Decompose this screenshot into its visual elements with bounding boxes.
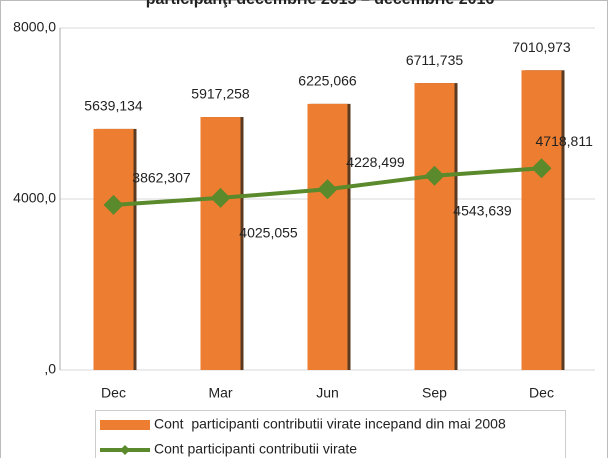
legend-label: Cont participanti contributii virate inc… xyxy=(154,416,506,432)
legend-swatch xyxy=(100,420,150,430)
line-value-label: 4228,499 xyxy=(346,154,405,170)
x-tick-label: Mar xyxy=(208,385,232,401)
y-tick-label: 4000,0 xyxy=(13,190,56,206)
bar xyxy=(521,70,562,370)
line-value-label: 4718,811 xyxy=(536,133,594,149)
line-marker xyxy=(103,194,124,215)
bar-value-label: 5639,134 xyxy=(84,98,143,114)
legend-marker xyxy=(120,445,130,455)
bar xyxy=(307,103,348,371)
line-value-label: 4543,639 xyxy=(453,202,512,218)
x-tick-label: Jun xyxy=(316,385,339,401)
x-tick-label: Dec xyxy=(101,385,126,401)
x-tick-label: Dec xyxy=(529,385,554,401)
y-tick-label: ,0 xyxy=(44,361,56,377)
bar-value-label: 6225,066 xyxy=(298,73,357,89)
line-marker xyxy=(531,158,552,179)
chart-title: participanţi decembrie 2015 – decembrie … xyxy=(146,0,495,8)
legend-label: Cont participanti contributii virate xyxy=(154,441,357,457)
bar xyxy=(414,83,455,370)
line-value-label: 4025,055 xyxy=(239,225,298,241)
legend-box xyxy=(95,410,566,458)
x-tick-label: Sep xyxy=(422,385,447,401)
bar xyxy=(93,128,134,370)
line-marker xyxy=(424,165,445,186)
line-marker xyxy=(210,187,231,208)
line-value-label: 3862,307 xyxy=(132,170,191,186)
bar-value-label: 5917,258 xyxy=(191,86,250,102)
bar-value-label: 7010,973 xyxy=(512,39,571,55)
line-marker xyxy=(317,179,338,200)
bar-value-label: 6711,735 xyxy=(406,52,464,68)
y-tick-label: 8000,0 xyxy=(13,19,56,35)
bar xyxy=(200,117,241,370)
